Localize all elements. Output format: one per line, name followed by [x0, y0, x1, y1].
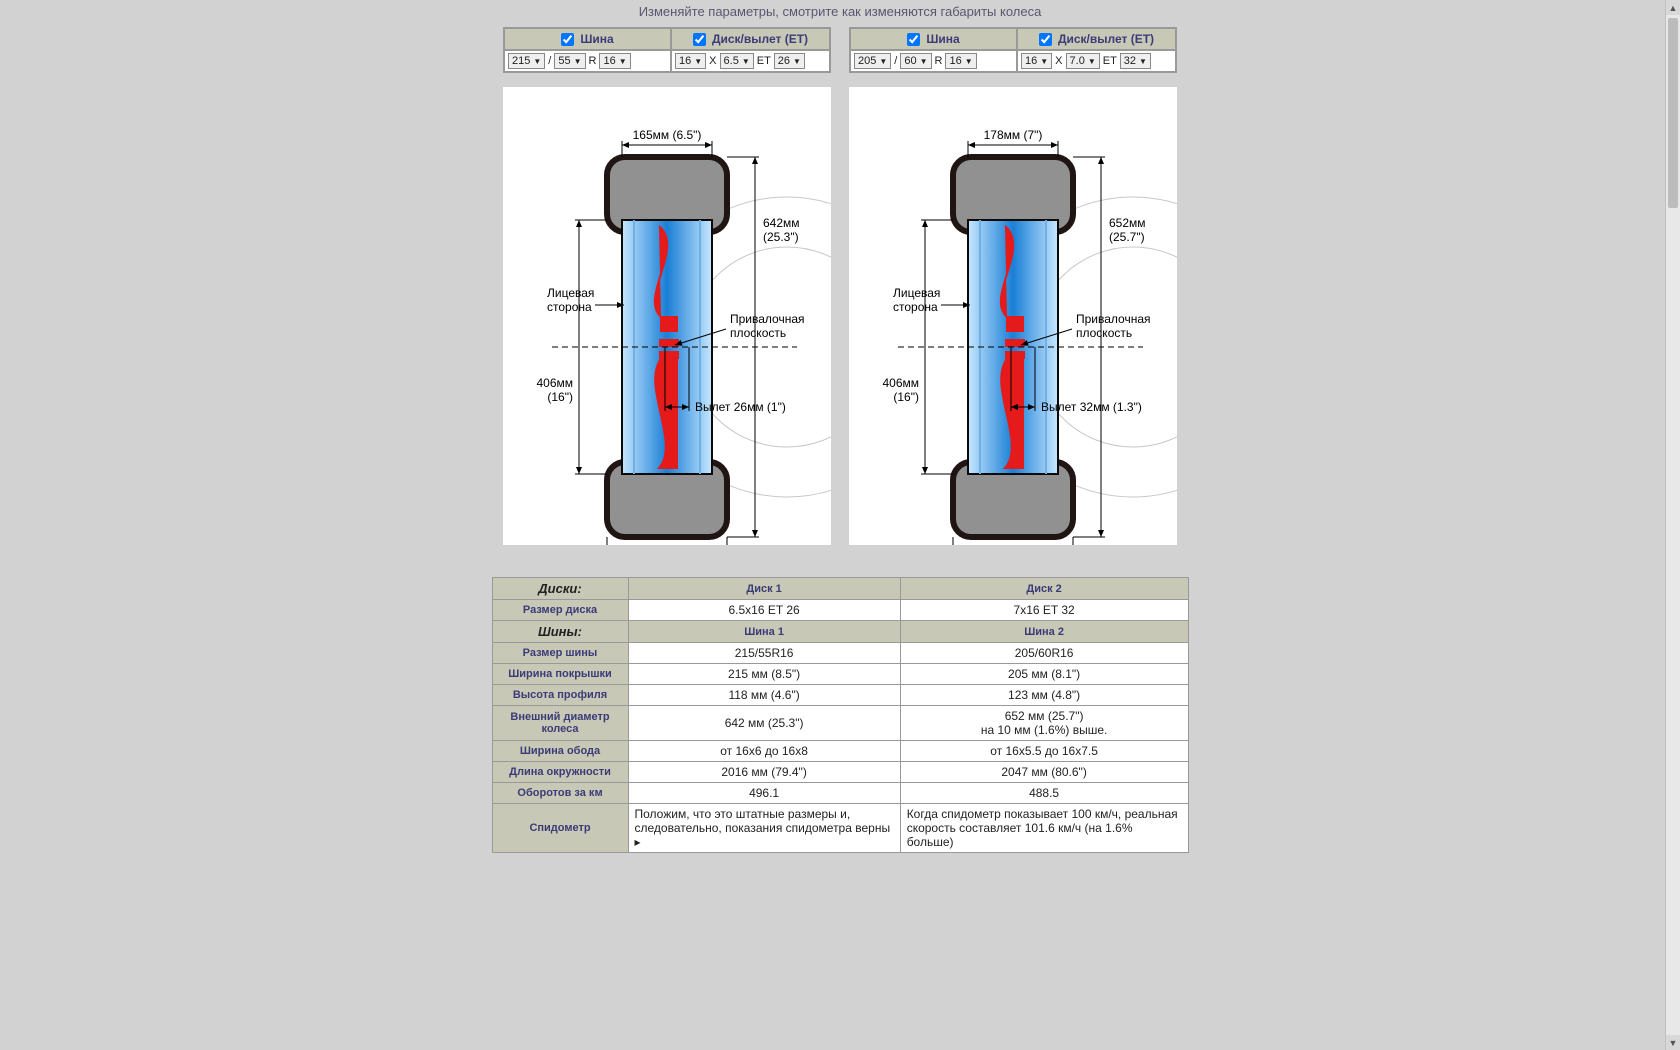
hdr-disk1: Диск 1 — [628, 578, 900, 600]
svg-text:(16"): (16") — [547, 390, 573, 404]
row-disk-size-v1: 6.5x16 ET 26 — [628, 600, 900, 621]
row-tire-width-v2: 205 мм (8.1") — [900, 664, 1188, 685]
row-rim-width-v1: от 16x6 до 16x8 — [628, 741, 900, 762]
row-disk-size-v2: 7x16 ET 32 — [900, 600, 1188, 621]
scrollbar-vertical[interactable]: ▲ ▼ — [1665, 0, 1680, 1050]
label-tire: Шина — [580, 32, 613, 46]
slash: / — [893, 55, 898, 67]
svg-text:Вылет 32мм (1.3"): Вылет 32мм (1.3") — [1041, 400, 1142, 414]
row-tire-width-label: Ширина покрышки — [492, 664, 628, 685]
row-outer-dia-v2: 652 мм (25.7")на 10 мм (1.6%) выше. — [900, 706, 1188, 741]
row-revs-label: Оборотов за км — [492, 783, 628, 804]
svg-text:406мм: 406мм — [536, 376, 573, 390]
select-rimdia-1[interactable]: 16▼ — [675, 53, 706, 69]
x-label: X — [708, 55, 717, 67]
diagram-wheel1: 165мм (6.5")215мм (8.5")642мм(25.3")406м… — [503, 87, 831, 545]
label-disk: Диск/вылет (ET) — [712, 32, 808, 46]
row-speedo-label: Спидометр — [492, 804, 628, 853]
row-tire-size-v2: 205/60R16 — [900, 643, 1188, 664]
checkbox-tire-1[interactable] — [561, 33, 574, 46]
row-rim-width-label: Ширина обода — [492, 741, 628, 762]
row-revs-v2: 488.5 — [900, 783, 1188, 804]
row-circumf-label: Длина окружности — [492, 762, 628, 783]
checkbox-tire-2[interactable] — [907, 33, 920, 46]
section-disks: Диски: — [492, 578, 628, 600]
scroll-up-icon[interactable]: ▲ — [1666, 0, 1680, 15]
select-rimw-1[interactable]: 6.5▼ — [720, 53, 754, 69]
row-outer-dia-label: Внешний диаметр колеса — [492, 706, 628, 741]
hdr-tire2: Шина 2 — [900, 621, 1188, 643]
svg-text:Вылет 26мм (1"): Вылет 26мм (1") — [695, 400, 786, 414]
svg-text:Лицевая: Лицевая — [893, 286, 940, 300]
et-label: ET — [1102, 55, 1118, 67]
r-label: R — [934, 55, 944, 67]
checkbox-disk-1[interactable] — [693, 33, 706, 46]
label-disk: Диск/вылет (ET) — [1058, 32, 1154, 46]
svg-text:406мм: 406мм — [882, 376, 919, 390]
page-subtitle: Изменяйте параметры, смотрите как изменя… — [144, 0, 1536, 27]
row-circumf-v2: 2047 мм (80.6") — [900, 762, 1188, 783]
svg-text:сторона: сторона — [547, 300, 592, 314]
r-label: R — [588, 55, 598, 67]
select-et-2[interactable]: 32▼ — [1120, 53, 1151, 69]
section-tires: Шины: — [492, 621, 628, 643]
svg-text:(16"): (16") — [893, 390, 919, 404]
svg-text:плоскость: плоскость — [1076, 326, 1132, 340]
select-rimw-2[interactable]: 7.0▼ — [1066, 53, 1100, 69]
et-label: ET — [756, 55, 772, 67]
svg-text:652мм: 652мм — [1109, 216, 1146, 230]
label-tire: Шина — [926, 32, 959, 46]
row-profile-h-v1: 118 мм (4.6") — [628, 685, 900, 706]
results-table: Диски: Диск 1 Диск 2 Размер диска 6.5x16… — [492, 577, 1189, 853]
svg-text:Привалочная: Привалочная — [730, 312, 805, 326]
diagrams-row: 165мм (6.5")215мм (8.5")642мм(25.3")406м… — [144, 87, 1536, 545]
select-width-2[interactable]: 205▼ — [854, 53, 891, 69]
controls-wheel2: Шина Диск/вылет (ET) 205▼ / 60▼ R 16▼ 16… — [849, 27, 1177, 73]
row-outer-dia-v1: 642 мм (25.3") — [628, 706, 900, 741]
row-disk-size-label: Размер диска — [492, 600, 628, 621]
scroll-thumb[interactable] — [1668, 18, 1678, 208]
x-label: X — [1054, 55, 1063, 67]
hdr-tire1: Шина 1 — [628, 621, 900, 643]
svg-text:(25.3"): (25.3") — [763, 230, 799, 244]
svg-text:Лицевая: Лицевая — [547, 286, 594, 300]
row-rim-width-v2: от 16x5.5 до 16x7.5 — [900, 741, 1188, 762]
select-width-1[interactable]: 215▼ — [508, 53, 545, 69]
row-circumf-v1: 2016 мм (79.4") — [628, 762, 900, 783]
row-profile-h-v2: 123 мм (4.8") — [900, 685, 1188, 706]
svg-text:плоскость: плоскость — [730, 326, 786, 340]
svg-text:178мм (7"): 178мм (7") — [984, 128, 1043, 142]
row-speedo-v2: Когда спидометр показывает 100 км/ч, реа… — [900, 804, 1188, 853]
hdr-disk2: Диск 2 — [900, 578, 1188, 600]
checkbox-disk-2[interactable] — [1039, 33, 1052, 46]
select-profile-2[interactable]: 60▼ — [900, 53, 931, 69]
row-tire-size-v1: 215/55R16 — [628, 643, 900, 664]
controls-wheel1: Шина Диск/вылет (ET) 215▼ / 55▼ R 16▼ 16… — [503, 27, 831, 73]
row-tire-width-v1: 215 мм (8.5") — [628, 664, 900, 685]
select-et-1[interactable]: 26▼ — [774, 53, 805, 69]
svg-text:сторона: сторона — [893, 300, 938, 314]
select-rimdia-2[interactable]: 16▼ — [1021, 53, 1052, 69]
diagram-wheel2: 178мм (7")205мм (8.1")652мм(25.7")406мм(… — [849, 87, 1177, 545]
svg-text:Привалочная: Привалочная — [1076, 312, 1151, 326]
svg-text:(25.7"): (25.7") — [1109, 230, 1145, 244]
select-radius-2[interactable]: 16▼ — [945, 53, 976, 69]
svg-text:642мм: 642мм — [763, 216, 800, 230]
row-profile-h-label: Высота профиля — [492, 685, 628, 706]
row-revs-v1: 496.1 — [628, 783, 900, 804]
row-tire-size-label: Размер шины — [492, 643, 628, 664]
scroll-down-icon[interactable]: ▼ — [1666, 1035, 1680, 1050]
row-speedo-v1: Положим, что это штатные размеры и, след… — [628, 804, 900, 853]
select-profile-1[interactable]: 55▼ — [554, 53, 585, 69]
controls-row: Шина Диск/вылет (ET) 215▼ / 55▼ R 16▼ 16… — [144, 27, 1536, 73]
select-radius-1[interactable]: 16▼ — [599, 53, 630, 69]
svg-text:165мм (6.5"): 165мм (6.5") — [633, 128, 702, 142]
slash: / — [547, 55, 552, 67]
